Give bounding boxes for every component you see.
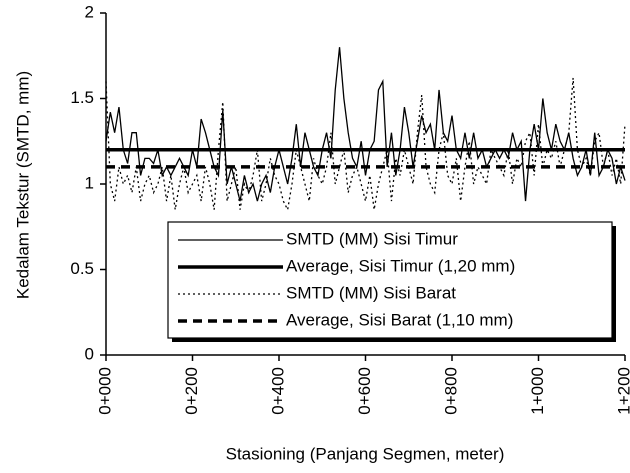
series-line <box>105 77 626 212</box>
x-tick-label: 0+000 <box>95 367 114 415</box>
x-tick-label: 0+800 <box>441 367 460 415</box>
y-tick-label: 0.5 <box>70 259 94 278</box>
legend-label: Average, Sisi Timur (1,20 mm) <box>286 256 515 275</box>
legend-label: Average, Sisi Barat (1,10 mm) <box>286 310 513 329</box>
y-axis-label: Kedalam Tekstur (SMTD, mm) <box>13 71 32 299</box>
x-tick-label: 0+400 <box>268 367 287 415</box>
x-tick-label: 1+200 <box>614 367 630 415</box>
series-line <box>105 47 626 202</box>
y-tick-label: 0 <box>85 344 94 363</box>
x-tick-label: 0+200 <box>182 367 201 415</box>
x-tick-label: 1+000 <box>528 367 547 415</box>
y-tick-label: 1 <box>85 173 94 192</box>
y-tick-label: 1.5 <box>70 88 94 107</box>
legend-label: SMTD (MM) Sisi Timur <box>286 229 458 248</box>
legend-box <box>167 221 613 339</box>
x-axis-label: Stasioning (Panjang Segmen, meter) <box>226 444 505 463</box>
y-tick-label: 2 <box>85 2 94 21</box>
x-tick-label: 0+600 <box>355 367 374 415</box>
legend-label: SMTD (MM) Sisi Barat <box>286 283 456 302</box>
